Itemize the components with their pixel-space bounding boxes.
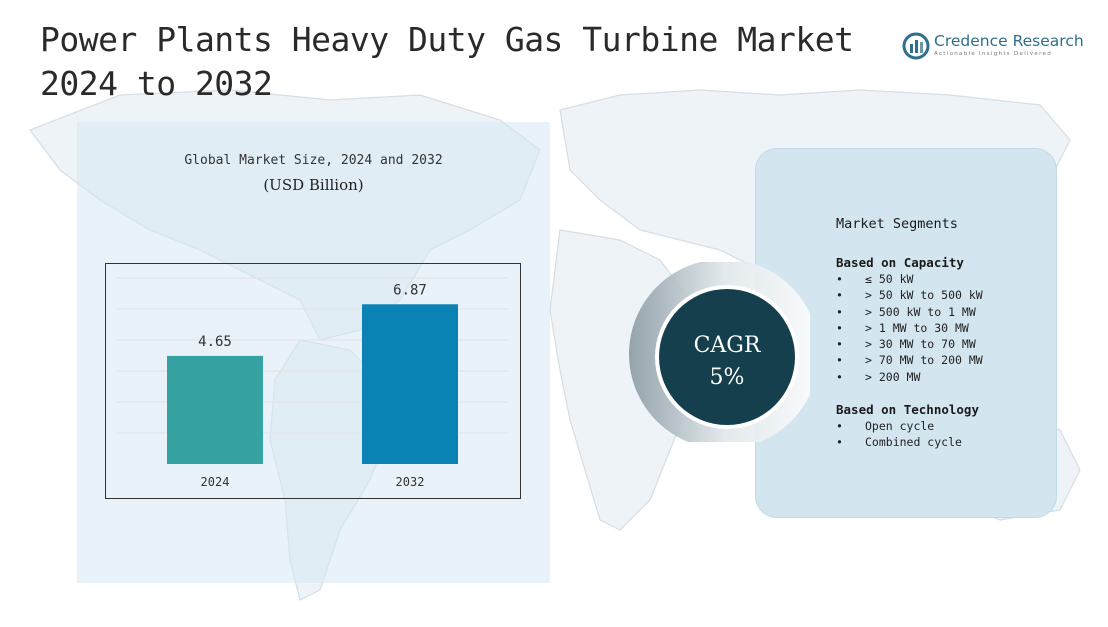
list-item: • > 30 MW to 70 MW bbox=[836, 337, 976, 352]
logo-tagline: Actionable Insights Delivered bbox=[934, 51, 1053, 57]
bar-2032 bbox=[362, 304, 458, 464]
chart-subtitle: (USD Billion) bbox=[263, 176, 364, 194]
bar-value-label: 4.65 bbox=[198, 334, 232, 350]
segment-heading-technology: Based on Technology bbox=[836, 402, 979, 417]
list-item: • > 200 MW bbox=[836, 369, 921, 384]
credence-research-logo[interactable]: Credence Research Actionable Insights De… bbox=[902, 30, 1087, 62]
cagr-label: CAGR bbox=[694, 333, 762, 358]
x-tick-label: 2024 bbox=[201, 475, 230, 489]
list-item: • Open cycle bbox=[836, 419, 935, 433]
chart-frame bbox=[105, 263, 521, 499]
list-item: • > 1 MW to 30 MW bbox=[836, 320, 969, 335]
technology-list: • Open cycle • Combined cycle bbox=[836, 418, 979, 451]
bullet-icon: • bbox=[836, 369, 843, 384]
segment-group-capacity: Based on Capacity • ≤ 50 kW • > 50 kW to 5… bbox=[836, 254, 983, 385]
cagr-circle bbox=[659, 289, 795, 425]
bullet-icon: • bbox=[836, 288, 843, 303]
bar-chart-logo-icon bbox=[902, 32, 930, 60]
bullet-icon: • bbox=[836, 320, 843, 335]
segments-title: Market Segments bbox=[836, 216, 958, 232]
chart-title: Global Market Size, 2024 and 2032 bbox=[184, 153, 443, 168]
bullet-icon: • bbox=[836, 353, 843, 368]
capacity-list: • ≤ 50 kW • > 50 kW to 500 kW • > 500 kW to… bbox=[836, 271, 983, 385]
cagr-badge: CAGR 5% bbox=[629, 262, 810, 442]
list-item: • > 500 kW to 1 MW bbox=[836, 304, 976, 319]
cagr-value: 5% bbox=[710, 365, 745, 390]
bullet-icon: • bbox=[836, 419, 843, 433]
logo-name: Credence Research bbox=[934, 32, 1084, 50]
page-title: Power Plants Heavy Duty Gas Turbine Mark… bbox=[40, 18, 860, 106]
x-tick-label: 2032 bbox=[396, 475, 425, 489]
page-title-line-1: Power Plants Heavy Duty Gas Turbine Mark… bbox=[40, 20, 854, 59]
segment-group-technology: Based on Technology • Open cycle • Combine… bbox=[836, 401, 979, 451]
bar-value-label: 6.87 bbox=[393, 282, 427, 298]
segment-heading-capacity: Based on Capacity bbox=[836, 255, 964, 270]
list-item: • > 50 kW to 500 kW bbox=[836, 288, 983, 303]
bullet-icon: • bbox=[836, 337, 843, 352]
bullet-icon: • bbox=[836, 304, 843, 319]
page-title-line-2: 2024 to 2032 bbox=[40, 64, 273, 103]
bullet-icon: • bbox=[836, 272, 843, 286]
list-item: • Combined cycle bbox=[836, 435, 962, 450]
bullet-icon: • bbox=[836, 435, 843, 450]
market-size-panel bbox=[77, 122, 550, 583]
bar-2024 bbox=[167, 355, 263, 464]
list-item: • > 70 MW to 200 MW bbox=[836, 353, 983, 368]
list-item: • ≤ 50 kW bbox=[836, 272, 914, 286]
market-size-bar-chart: 4.65 2024 6.87 2032 bbox=[105, 263, 521, 499]
chart-bars: 4.65 2024 6.87 2032 bbox=[167, 282, 458, 489]
